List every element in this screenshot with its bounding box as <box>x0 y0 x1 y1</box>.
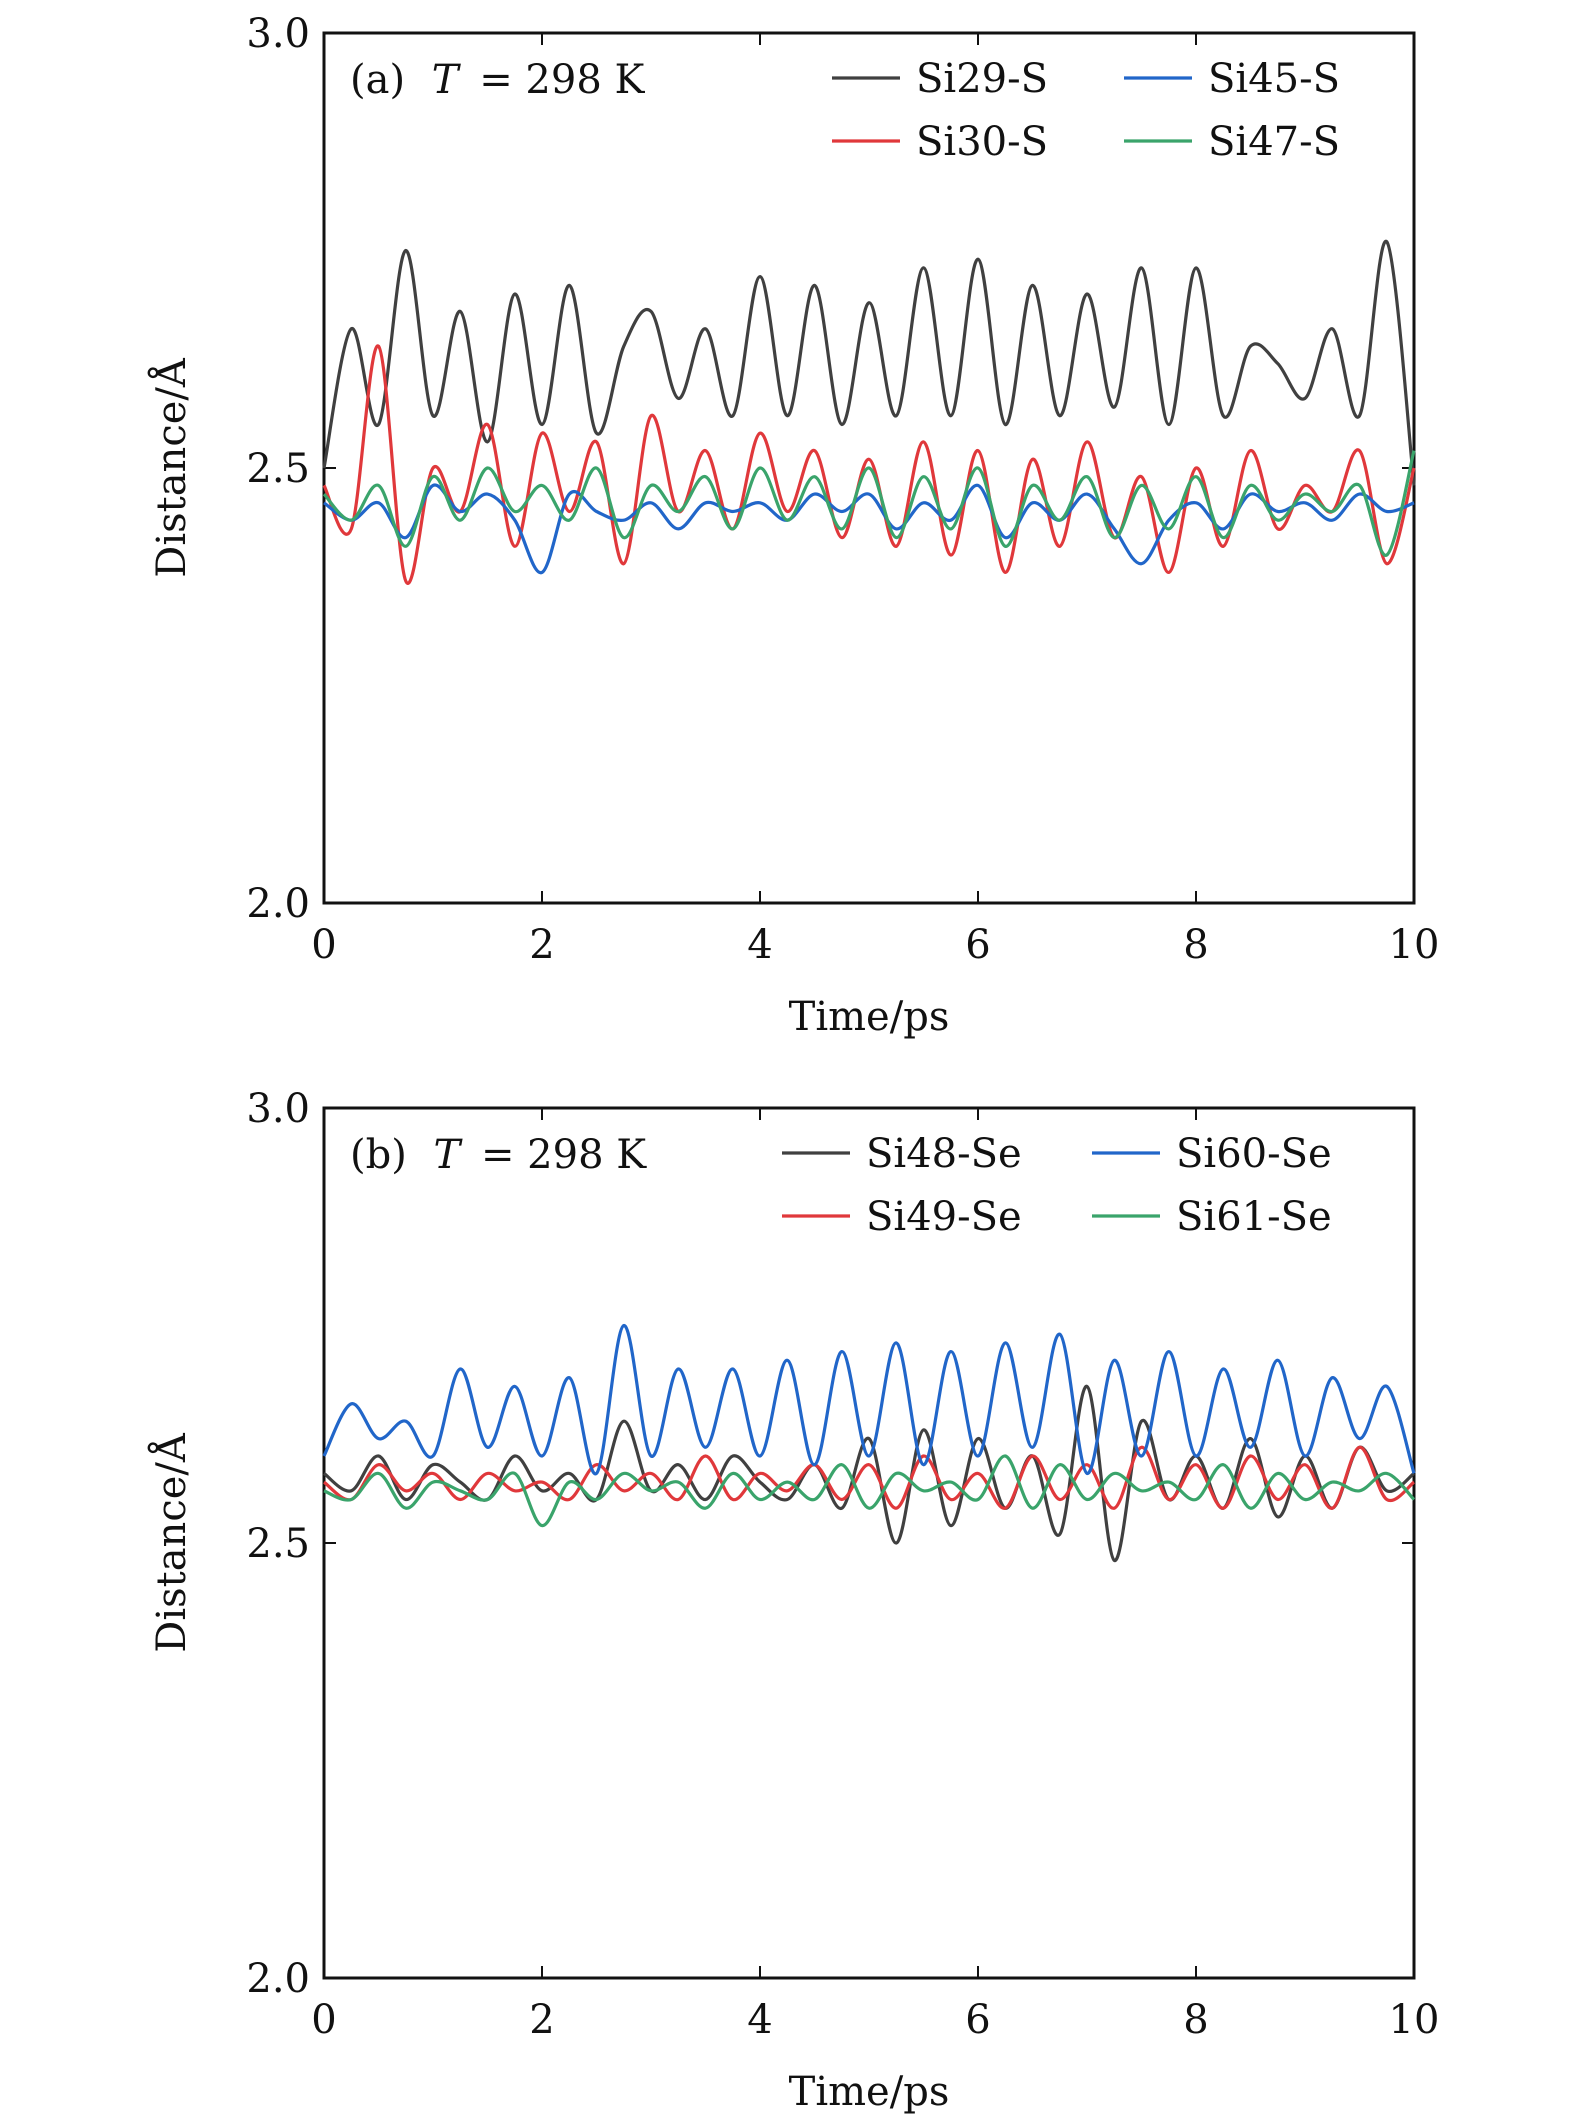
y-axis-title-b: Distance/Å <box>148 1432 195 1653</box>
temperature-value-a: = 298 K <box>479 57 645 103</box>
panel-label-b: (b) <box>350 1132 407 1178</box>
x-tick-label-b-4: 8 <box>1183 1997 1208 2043</box>
temperature-value-b: = 298 K <box>481 1132 647 1178</box>
temperature-symbol-b: T <box>434 1132 464 1178</box>
panel-label-a: (a) <box>350 57 405 103</box>
x-tick-label-a-3: 6 <box>965 922 990 968</box>
legend-label-si29-s: Si29-S <box>916 56 1048 102</box>
series-line-si47-s <box>322 450 1416 557</box>
y-tick-label-a-2: 3.0 <box>246 11 310 57</box>
series-line-si30-s <box>322 344 1416 585</box>
x-tick-label-a-2: 4 <box>747 922 772 968</box>
legend-label-si49-se: Si49-Se <box>866 1194 1022 1240</box>
x-tick-label-a-4: 8 <box>1183 922 1208 968</box>
panel-annotation-a: (a) T = 298 K <box>350 57 645 103</box>
x-tick-label-b-1: 2 <box>529 1997 554 2043</box>
legend-a: Si29-S Si30-S Si45-S Si47-S <box>832 56 1340 165</box>
legend-b: Si48-Se Si49-Se Si60-Se Si61-Se <box>782 1131 1332 1240</box>
x-tick-label-b-3: 6 <box>965 1997 990 2043</box>
legend-label-si47-s: Si47-S <box>1208 119 1340 165</box>
ticks-b: 0 2 4 6 8 10 2.0 2.5 3.0 <box>246 1086 1439 2043</box>
y-axis-title-a: Distance/Å <box>148 357 195 578</box>
y-tick-label-b-2: 3.0 <box>246 1086 310 1132</box>
legend-label-si60-se: Si60-Se <box>1176 1131 1332 1177</box>
x-tick-label-a-5: 10 <box>1389 922 1440 968</box>
legend-label-si45-s: Si45-S <box>1208 56 1340 102</box>
x-tick-label-b-0: 0 <box>311 1997 336 2043</box>
series-lines-b <box>322 1323 1416 1563</box>
panel-b: 0 2 4 6 8 102.02.53.0 (b) T = 298 K Si48-SeSi… <box>148 1086 1439 2115</box>
x-axis-title-b: Time/ps <box>789 2069 950 2115</box>
legend-label-si30-s: Si30-S <box>916 119 1048 165</box>
series-lines-a <box>322 240 1416 585</box>
x-tick-label-b-5: 10 <box>1389 1997 1440 2043</box>
y-tick-label-b-0: 2.0 <box>246 1956 310 2002</box>
series-line-si49-se <box>323 1445 1416 1510</box>
series-line-si29-s <box>322 240 1416 486</box>
series-line-si45-s <box>323 483 1415 575</box>
ticks-a: 0 2 4 6 8 10 2.0 2.5 3.0 <box>246 11 1439 968</box>
x-axis-title-a: Time/ps <box>789 994 950 1040</box>
y-tick-label-a-1: 2.5 <box>246 446 310 492</box>
y-tick-label-b-1: 2.5 <box>246 1521 310 1567</box>
panel-annotation-b: (b) T = 298 K <box>350 1132 647 1178</box>
panel-a: 0 2 4 6 8 10 2.0 2.5 3.0 (a) T = 298 K Si29-S Si3… <box>148 11 1439 1040</box>
legend-label-si48-se: Si48-Se <box>866 1131 1022 1177</box>
x-tick-label-a-1: 2 <box>529 922 554 968</box>
series-line-si61-se <box>323 1454 1416 1528</box>
legend-label-si61-se: Si61-Se <box>1176 1194 1332 1240</box>
temperature-symbol-a: T <box>432 57 462 103</box>
y-tick-label-a-0: 2.0 <box>246 881 310 927</box>
series-line-si60-se <box>322 1323 1416 1476</box>
x-tick-label-b-2: 4 <box>747 1997 772 2043</box>
x-tick-label-a-0: 0 <box>311 922 336 968</box>
